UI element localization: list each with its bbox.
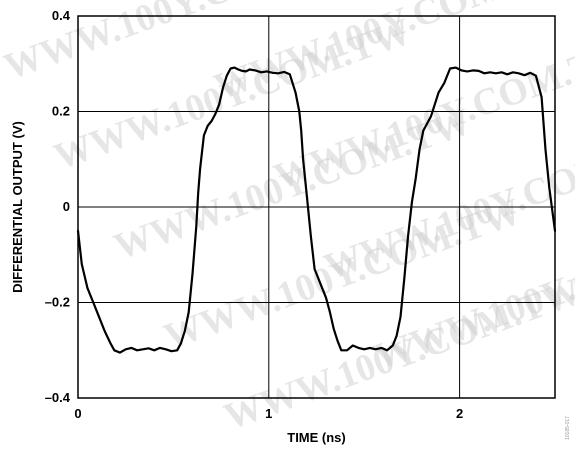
- x-axis-label: TIME (ns): [287, 430, 346, 445]
- grid-layer: [78, 16, 555, 398]
- y-tick-label: –0.4: [45, 390, 71, 405]
- ticks-layer: –0.4 –0.2 0 0.2 0.4 0 1 2: [45, 8, 464, 421]
- x-tick-label: 1: [265, 406, 272, 421]
- figure-id: 10185-017: [565, 416, 571, 440]
- y-tick-label: –0.2: [45, 295, 70, 310]
- series-line: [76, 66, 557, 354]
- y-axis-label: DIFFERENTIAL OUTPUT (V): [10, 121, 25, 293]
- x-tick-label: 0: [74, 406, 81, 421]
- y-tick-label: 0: [63, 199, 70, 214]
- plot-frame: [77, 15, 556, 399]
- watermark-layer: WWW.100Y.COM.TWWWW.100Y.COM.TWWWW.100Y.C…: [0, 0, 575, 438]
- x-tick-label: 2: [456, 406, 463, 421]
- series-layer: [76, 66, 557, 354]
- y-tick-label: 0.2: [52, 104, 70, 119]
- y-tick-label: 0.4: [52, 8, 71, 23]
